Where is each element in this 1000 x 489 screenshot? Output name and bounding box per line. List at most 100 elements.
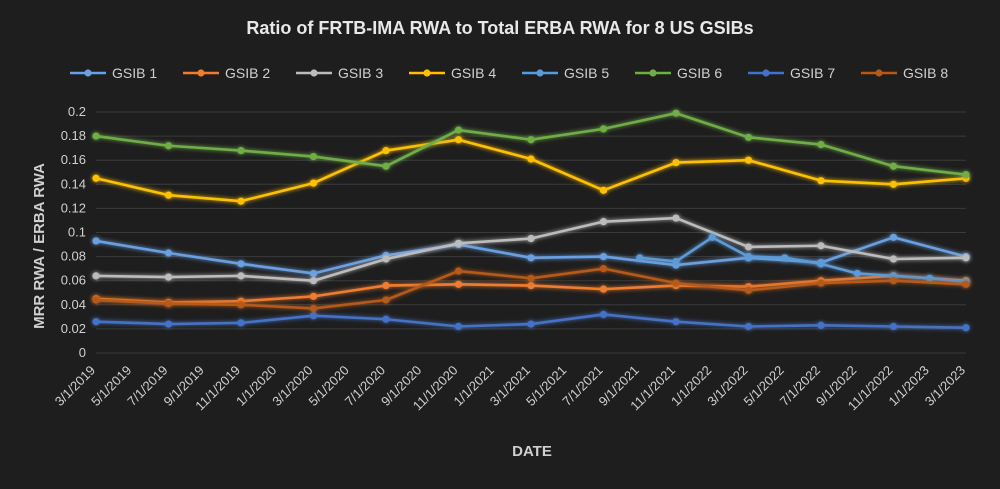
data-point xyxy=(744,322,753,331)
data-point xyxy=(237,146,245,155)
legend-marker xyxy=(536,69,544,77)
data-point xyxy=(164,299,173,308)
data-point xyxy=(599,218,608,226)
data-point xyxy=(672,109,680,117)
y-tick-label: 0.14 xyxy=(61,176,86,191)
data-point xyxy=(527,254,535,262)
legend-label: GSIB 3 xyxy=(338,65,383,81)
data-point xyxy=(382,255,390,263)
legend-marker xyxy=(84,69,92,77)
data-point xyxy=(889,277,898,285)
y-tick-label: 0.06 xyxy=(61,273,86,288)
data-point xyxy=(744,133,753,141)
series-gsib-7 xyxy=(92,310,970,332)
data-point xyxy=(599,186,608,194)
data-point xyxy=(889,180,898,188)
chart-title: Ratio of FRTB-IMA RWA to Total ERBA RWA … xyxy=(246,18,753,38)
legend-item: GSIB 7 xyxy=(748,65,835,81)
data-point xyxy=(599,253,608,261)
data-point xyxy=(92,272,100,280)
data-point xyxy=(744,243,753,251)
data-point xyxy=(237,301,245,309)
data-point xyxy=(926,274,934,282)
y-tick-label: 0.16 xyxy=(61,152,86,167)
data-point xyxy=(744,253,753,261)
data-point xyxy=(889,233,898,241)
x-axis-ticks: 3/1/20195/1/20197/1/20199/1/201911/1/201… xyxy=(52,363,968,414)
data-point xyxy=(309,277,318,285)
x-tick-label: 3/1/2023 xyxy=(922,363,968,409)
data-point xyxy=(962,171,970,179)
data-point xyxy=(817,321,825,329)
legend-item: GSIB 8 xyxy=(861,65,948,81)
data-point xyxy=(309,304,318,313)
data-point xyxy=(962,254,970,262)
y-tick-label: 0.04 xyxy=(61,297,86,312)
data-point xyxy=(672,279,680,287)
data-point xyxy=(382,296,390,304)
data-point xyxy=(527,136,535,144)
data-point xyxy=(527,320,535,328)
data-point xyxy=(92,174,100,182)
data-point xyxy=(962,324,970,332)
data-point xyxy=(599,265,608,273)
legend-label: GSIB 5 xyxy=(564,65,609,81)
data-point xyxy=(309,152,318,161)
y-tick-label: 0 xyxy=(79,345,86,360)
y-tick-label: 0.08 xyxy=(61,249,86,264)
data-point xyxy=(164,142,173,150)
data-point xyxy=(744,286,753,294)
legend-item: GSIB 4 xyxy=(409,65,496,81)
data-point xyxy=(817,279,825,287)
legend-marker xyxy=(649,69,657,77)
legend-item: GSIB 2 xyxy=(183,65,270,81)
legend: GSIB 1 GSIB 2 GSIB 3 GSIB 4 GSIB 5 GSIB 6 GSIB… xyxy=(70,65,948,81)
data-point xyxy=(164,249,173,257)
data-point xyxy=(309,312,318,320)
data-point xyxy=(527,155,535,163)
y-tick-label: 0.18 xyxy=(61,128,86,143)
data-point xyxy=(454,267,463,275)
data-point xyxy=(164,273,173,281)
legend-marker xyxy=(197,69,205,77)
legend-marker xyxy=(423,69,431,77)
data-point xyxy=(889,255,898,263)
data-point xyxy=(309,292,318,300)
y-tick-label: 0.12 xyxy=(61,200,86,215)
data-point xyxy=(92,132,100,140)
data-point xyxy=(889,322,898,331)
legend-marker xyxy=(310,69,318,77)
data-point xyxy=(853,269,861,278)
y-tick-label: 0.1 xyxy=(68,225,86,240)
series-gsib-8 xyxy=(92,265,970,313)
data-point xyxy=(962,280,970,288)
data-point xyxy=(382,146,390,155)
data-point xyxy=(672,159,680,167)
data-point xyxy=(599,285,608,293)
data-point xyxy=(237,197,245,205)
data-point xyxy=(672,257,680,266)
legend-marker xyxy=(762,69,770,77)
data-point xyxy=(708,233,716,241)
legend-label: GSIB 2 xyxy=(225,65,270,81)
data-point xyxy=(164,191,173,199)
data-point xyxy=(237,260,245,268)
series-gsib-3 xyxy=(92,214,970,285)
data-point xyxy=(889,162,898,170)
series-gsib-6 xyxy=(92,109,970,179)
series-layer xyxy=(92,109,970,332)
data-point xyxy=(817,242,825,250)
series-line xyxy=(639,236,967,284)
legend-item: GSIB 5 xyxy=(522,65,609,81)
data-point xyxy=(527,281,535,290)
data-point xyxy=(636,254,644,262)
x-axis-title: DATE xyxy=(512,443,552,460)
legend-item: GSIB 1 xyxy=(70,65,157,81)
data-point xyxy=(382,281,390,290)
data-point xyxy=(382,162,390,170)
data-point xyxy=(817,177,825,185)
data-point xyxy=(237,272,245,280)
y-axis-ticks: 0 0.02 0.04 0.06 0.08 0.1 0.12 0.14 0.16 0.18 0.2 xyxy=(61,104,86,360)
